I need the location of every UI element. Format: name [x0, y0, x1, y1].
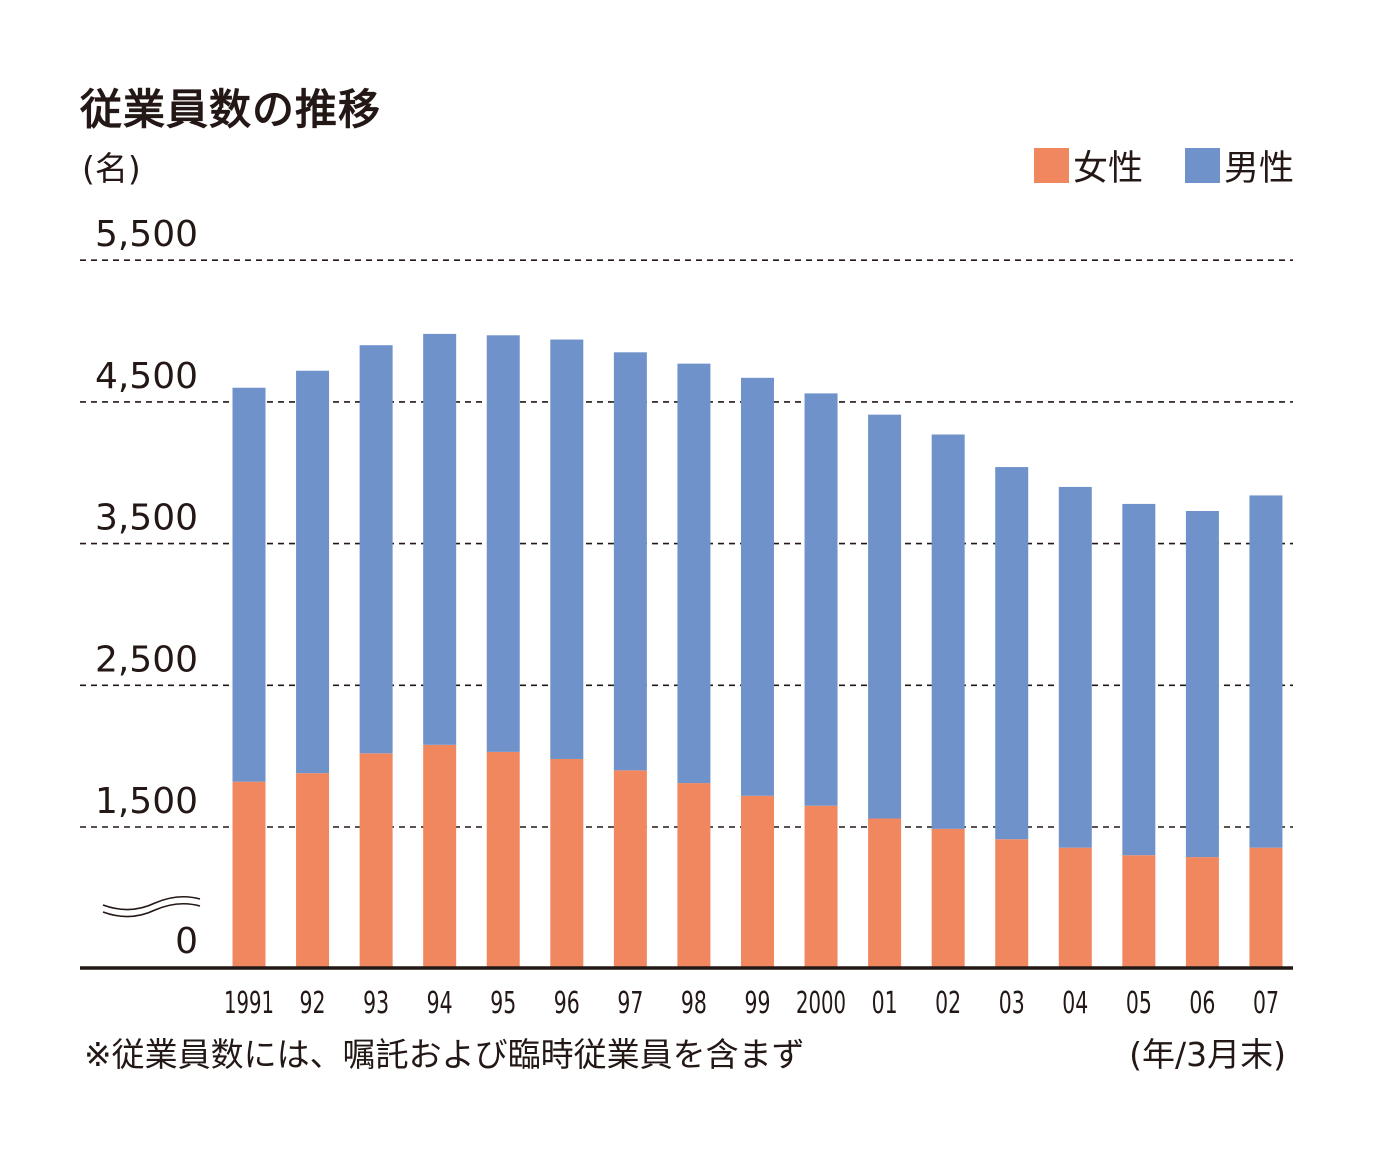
x-tick-label: 06: [1189, 986, 1215, 1021]
bar-female: [1249, 847, 1283, 968]
bar-male: [1249, 495, 1283, 848]
x-tick-label: 02: [935, 986, 961, 1021]
x-tick-label: 99: [744, 986, 770, 1021]
legend-swatch-female: [1033, 148, 1069, 183]
y-tick-label: 0: [175, 921, 198, 962]
x-tick-label: 03: [999, 986, 1025, 1021]
x-tick-label: 04: [1062, 986, 1088, 1021]
x-tick-label: 92: [300, 986, 326, 1021]
bar-female: [232, 781, 266, 968]
bar-female: [486, 751, 520, 968]
bar-female: [1185, 857, 1219, 968]
bar-male: [550, 339, 584, 759]
bar-female: [613, 770, 647, 968]
bar-female: [1058, 847, 1092, 968]
bar-female: [740, 795, 774, 968]
legend-item-female: 女性: [1033, 140, 1143, 191]
y-tick-label: 1,500: [95, 781, 198, 822]
y-axis-unit: (名): [82, 149, 141, 188]
axis-break-mark: [102, 902, 201, 918]
bar-male: [486, 335, 520, 752]
x-tick-label: 2000: [796, 986, 846, 1021]
bar-female: [931, 828, 965, 968]
legend-item-male: 男性: [1184, 140, 1294, 191]
bar-male: [613, 352, 647, 771]
bar-male: [1058, 486, 1092, 848]
bar-male: [359, 345, 393, 754]
y-tick-label: 5,500: [95, 214, 198, 255]
axis-break-mark: [102, 895, 201, 911]
x-tick-label: 98: [681, 986, 707, 1021]
bar-female: [868, 818, 902, 968]
bar-female: [804, 805, 838, 968]
x-tick-label: 07: [1253, 986, 1279, 1021]
bar-male: [423, 333, 457, 745]
bar-male: [1185, 511, 1219, 858]
legend-label-male: 男性: [1223, 149, 1294, 189]
chart-title: 従業員数の推移: [80, 85, 382, 134]
bar-female: [1122, 855, 1156, 968]
bar-male: [804, 393, 838, 806]
bar-male: [232, 387, 266, 782]
bar-female: [359, 753, 393, 968]
bar-female: [550, 758, 584, 968]
x-tick-label: 1991: [224, 986, 274, 1021]
bar-male: [868, 414, 902, 819]
bar-female: [296, 773, 330, 968]
bar-female: [995, 839, 1029, 968]
bar-female: [423, 744, 457, 968]
bar-male: [296, 370, 330, 774]
x-tick-label: 97: [617, 986, 643, 1021]
legend-label-female: 女性: [1072, 149, 1143, 189]
bar-male: [931, 434, 965, 829]
y-tick-label: 4,500: [95, 356, 198, 397]
x-axis-unit: (年/3月末): [1129, 1035, 1286, 1074]
x-tick-label: 93: [363, 986, 389, 1021]
bar-male: [740, 377, 774, 796]
legend-swatch-male: [1184, 148, 1220, 183]
x-tick-label: 96: [554, 986, 580, 1021]
footnote: ※従業員数には、嘱託および臨時従業員を含まず: [84, 1035, 805, 1074]
y-tick-label: 2,500: [95, 639, 198, 680]
bar-female: [677, 783, 711, 968]
bar-male: [1122, 503, 1156, 856]
bar-male: [995, 467, 1029, 840]
bar-male: [677, 363, 711, 784]
y-tick-label: 3,500: [95, 498, 198, 539]
x-tick-label: 05: [1126, 986, 1152, 1021]
legend: 女性 男性: [992, 140, 1294, 191]
x-tick-label: 95: [490, 986, 516, 1021]
x-tick-label: 01: [872, 986, 898, 1021]
x-tick-label: 94: [427, 986, 453, 1021]
